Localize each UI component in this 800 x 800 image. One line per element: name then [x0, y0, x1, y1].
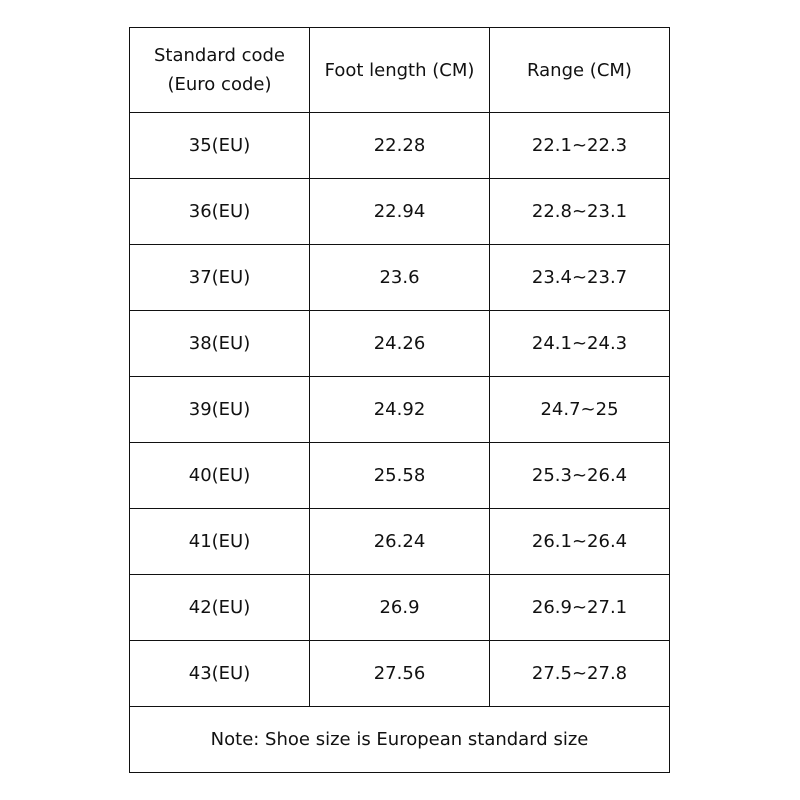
table-cell: 24.26: [309, 310, 490, 377]
table-cell: 36(EU): [129, 178, 310, 245]
table-row: 38(EU) 24.26 24.1~24.3: [129, 310, 670, 377]
table-cell: 26.24: [309, 508, 490, 575]
table-cell: 24.1~24.3: [489, 310, 670, 377]
table-row: 37(EU) 23.6 23.4~23.7: [129, 244, 670, 311]
table-cell: 42(EU): [129, 574, 310, 641]
table-cell: 22.1~22.3: [489, 112, 670, 179]
table-cell: 22.94: [309, 178, 490, 245]
table-cell: 24.7~25: [489, 376, 670, 443]
table-cell: 22.28: [309, 112, 490, 179]
table-cell: 27.5~27.8: [489, 640, 670, 707]
table-cell: 26.9: [309, 574, 490, 641]
table-cell: 39(EU): [129, 376, 310, 443]
table-row: 35(EU) 22.28 22.1~22.3: [129, 112, 670, 179]
table-row: 43(EU) 27.56 27.5~27.8: [129, 640, 670, 707]
table-cell: 23.4~23.7: [489, 244, 670, 311]
table-cell: 43(EU): [129, 640, 310, 707]
note-cell: Note: Shoe size is European standard siz…: [129, 706, 670, 773]
table-row: 41(EU) 26.24 26.1~26.4: [129, 508, 670, 575]
header-cell: Standard code (Euro code): [129, 27, 310, 113]
table-cell: 24.92: [309, 376, 490, 443]
table-cell: 27.56: [309, 640, 490, 707]
table-row: 36(EU) 22.94 22.8~23.1: [129, 178, 670, 245]
table-row: 40(EU) 25.58 25.3~26.4: [129, 442, 670, 509]
table-cell: 23.6: [309, 244, 490, 311]
table-cell: 25.58: [309, 442, 490, 509]
table-cell: 26.9~27.1: [489, 574, 670, 641]
header-row: Standard code (Euro code) Foot length (CM…: [129, 27, 670, 113]
table-cell: 35(EU): [129, 112, 310, 179]
table-cell: 26.1~26.4: [489, 508, 670, 575]
size-table: Standard code (Euro code) Foot length (CM…: [129, 27, 670, 773]
header-cell: Foot length (CM): [309, 27, 490, 113]
table-cell: 41(EU): [129, 508, 310, 575]
table-body: 35(EU) 22.28 22.1~22.3 36(EU) 22.94 22.8~23.1…: [129, 112, 670, 773]
table-row: 42(EU) 26.9 26.9~27.1: [129, 574, 670, 641]
header-cell: Range (CM): [489, 27, 670, 113]
table-cell: 25.3~26.4: [489, 442, 670, 509]
table-cell: 40(EU): [129, 442, 310, 509]
table-cell: 38(EU): [129, 310, 310, 377]
table-row: 39(EU) 24.92 24.7~25: [129, 376, 670, 443]
table-cell: 37(EU): [129, 244, 310, 311]
note-row: Note: Shoe size is European standard siz…: [129, 706, 670, 773]
table-cell: 22.8~23.1: [489, 178, 670, 245]
